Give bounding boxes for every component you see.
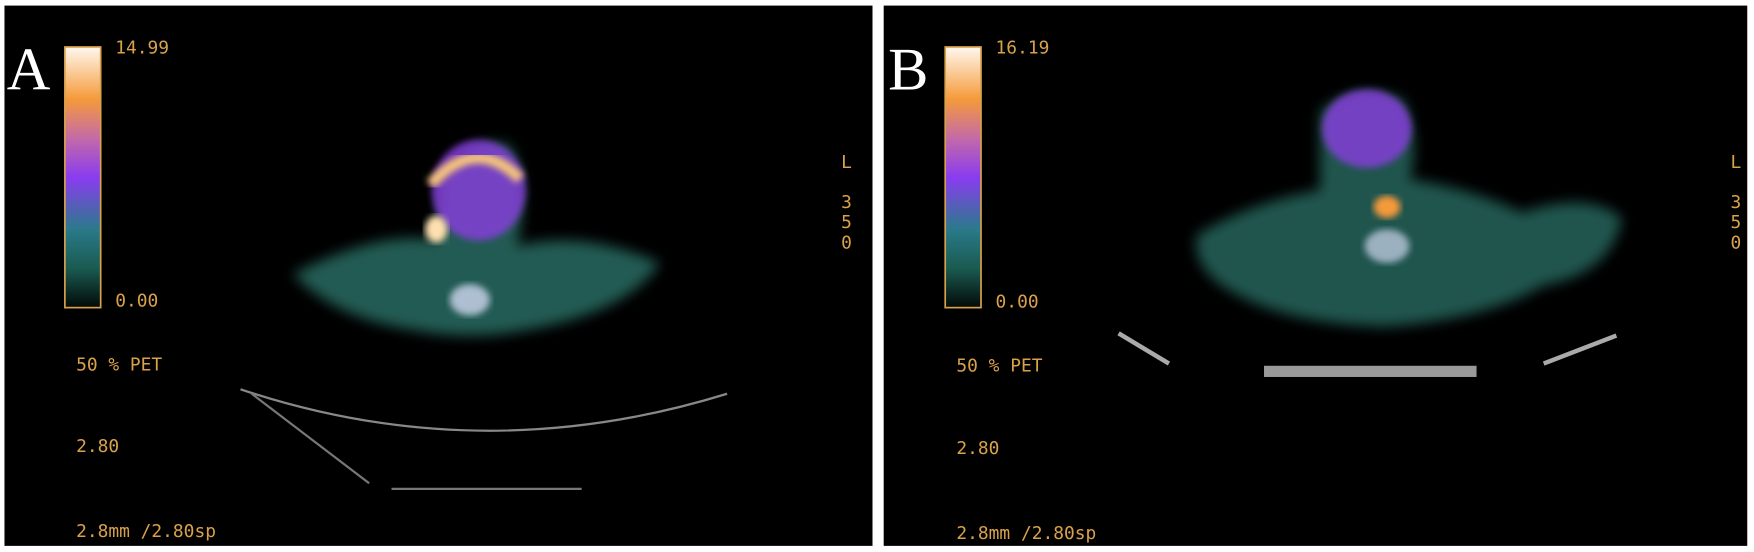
scale-max: 14.99 [115, 38, 169, 59]
panel-a: A 14.99 0.00 50 % PET 2.80 2.8mm /2.80sp… [4, 5, 873, 546]
color-scale-bar [944, 46, 982, 309]
scan-image [240, 139, 728, 490]
scale-max: 16.19 [996, 38, 1050, 59]
slice-thickness: 2.80 [76, 436, 119, 457]
orientation-letter: L [841, 152, 852, 173]
slice-thickness: 2.80 [956, 438, 999, 459]
panel-label: A [7, 36, 51, 103]
scale-min: 0.00 [996, 292, 1039, 313]
color-scale-bar [64, 46, 102, 309]
orientation-digit: 3 [841, 192, 852, 213]
slice-spacing: 2.8mm /2.80sp [76, 521, 216, 542]
slice-spacing: 2.8mm /2.80sp [956, 523, 1096, 544]
orientation-digit: 3 [1730, 192, 1741, 213]
orientation-digit: 5 [1730, 212, 1741, 233]
orientation-letter: L [1730, 152, 1741, 173]
orientation-digit: 0 [841, 232, 852, 253]
blend-ratio: 50 % PET [76, 354, 162, 375]
panel-label: B [888, 36, 928, 103]
orientation-digit: 0 [1730, 232, 1741, 253]
blend-ratio: 50 % PET [956, 355, 1042, 376]
orientation-digit: 5 [841, 212, 852, 233]
scale-min: 0.00 [115, 290, 158, 311]
panel-b: B 16.19 0.00 50 % PET 2.80 2.8mm /2.80sp… [883, 5, 1748, 546]
scan-image [1117, 89, 1622, 377]
